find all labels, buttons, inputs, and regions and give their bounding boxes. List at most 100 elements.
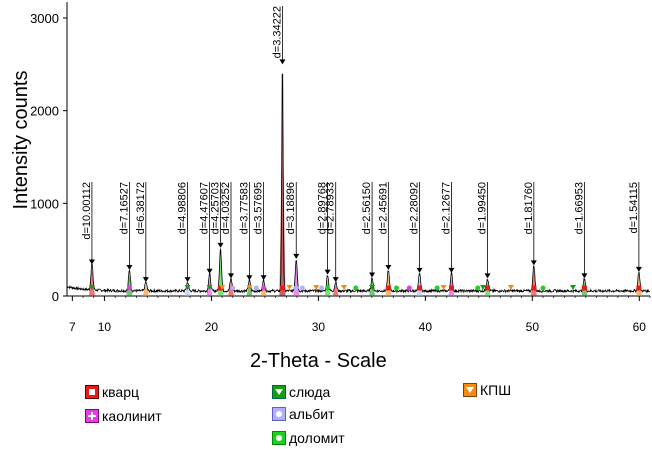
legend-item-kvarc: кварц bbox=[85, 384, 139, 400]
legend-label: каолинит bbox=[102, 408, 162, 424]
phase-circle-marker bbox=[299, 285, 305, 291]
phase-triangle-marker bbox=[480, 285, 487, 290]
phase-triangle-marker bbox=[507, 285, 514, 290]
phase-circle-marker bbox=[230, 285, 236, 291]
peak-d-label: d=4.47607 bbox=[199, 182, 211, 234]
phase-circle-marker bbox=[253, 285, 259, 291]
phase-fill bbox=[530, 270, 537, 296]
peak-d-label: d=2.78933 bbox=[325, 182, 337, 234]
legend-item-kaolinit: каолинит bbox=[85, 408, 162, 424]
phase-triangle-marker bbox=[569, 285, 576, 290]
peak-marker bbox=[206, 268, 213, 274]
phase-circle-marker bbox=[475, 285, 481, 291]
phase-triangle-marker bbox=[440, 285, 447, 290]
phase-circle-marker bbox=[261, 285, 267, 291]
circle-marker-icon bbox=[272, 431, 286, 445]
diffraction-trace bbox=[66, 73, 651, 294]
peak-d-label: d=2.89768 bbox=[317, 182, 329, 234]
phase-markers bbox=[88, 285, 642, 291]
peak-marker bbox=[142, 277, 149, 283]
peak-marker bbox=[260, 275, 267, 281]
quartz-marker bbox=[385, 285, 391, 291]
phase-circle-marker bbox=[126, 285, 132, 291]
phase-triangle-marker bbox=[246, 285, 253, 290]
peak-d-label: d=4.25703 bbox=[210, 182, 222, 234]
x-tick-label: 20 bbox=[205, 320, 219, 334]
peak-d-label: d=3.34222 bbox=[271, 6, 283, 58]
phase-circle-marker bbox=[406, 285, 412, 291]
peak-d-label: d=3.77583 bbox=[238, 182, 250, 234]
peak-marker bbox=[369, 272, 376, 278]
quartz-marker bbox=[485, 285, 491, 291]
y-axis-label: Intensity counts bbox=[10, 70, 32, 210]
quartz-marker bbox=[636, 285, 642, 291]
peak-marker bbox=[484, 273, 491, 279]
x-tick-label: 40 bbox=[419, 320, 433, 334]
phase-circle-marker bbox=[434, 285, 440, 291]
peak-marker bbox=[530, 260, 537, 266]
peak-marker bbox=[227, 273, 234, 279]
peak-d-label: d=2.12677 bbox=[440, 182, 452, 234]
phase-circle-marker bbox=[293, 285, 299, 291]
phase-circle-marker bbox=[393, 285, 399, 291]
peak-marker bbox=[385, 265, 392, 271]
peak-marker bbox=[293, 253, 300, 259]
x-tick-label: 60 bbox=[633, 320, 647, 334]
triangle-marker-icon bbox=[272, 385, 286, 399]
phase-triangle-marker bbox=[313, 285, 320, 290]
peak-marker bbox=[332, 277, 339, 283]
legend-label: кварц bbox=[102, 384, 139, 400]
phase-triangle-marker bbox=[184, 285, 191, 290]
peak-marker bbox=[581, 273, 588, 279]
peak-marker bbox=[184, 277, 191, 283]
phase-triangle-marker bbox=[219, 285, 226, 290]
peak-d-label: d=1.66953 bbox=[573, 182, 585, 234]
legend-item-kpsh: КПШ bbox=[463, 382, 511, 398]
peak-marker bbox=[324, 269, 331, 275]
peak-marker bbox=[416, 267, 423, 273]
peak-marker bbox=[126, 265, 133, 271]
x-axis-label: 2-Theta - Scale bbox=[250, 350, 387, 372]
peak-marker bbox=[88, 259, 95, 265]
quartz-marker bbox=[448, 285, 454, 291]
legend-item-albit: альбит bbox=[272, 406, 335, 422]
phase-fill bbox=[332, 284, 339, 296]
peak-d-label: d=10.00112 bbox=[81, 182, 93, 240]
phase-fill bbox=[88, 269, 95, 296]
peak-marker bbox=[635, 266, 642, 272]
peak-d-label: d=2.28092 bbox=[409, 182, 421, 234]
peak-d-label: d=3.57695 bbox=[253, 182, 265, 234]
quartz-marker bbox=[417, 285, 423, 291]
y-tick-label: 1000 bbox=[30, 196, 59, 211]
chart-frame bbox=[66, 2, 650, 297]
phase-triangle-marker bbox=[206, 285, 213, 290]
peak-d-label: d=3.18896 bbox=[285, 182, 297, 234]
y-tick-label: 2000 bbox=[30, 104, 59, 119]
y-tick-label: 3000 bbox=[30, 11, 59, 26]
plus-marker-icon bbox=[85, 409, 99, 423]
legend-label: КПШ bbox=[480, 382, 512, 398]
quartz-marker bbox=[581, 285, 587, 291]
peak-d-label: d=2.45691 bbox=[377, 182, 389, 234]
legend-item-sluda: слюда bbox=[272, 384, 330, 400]
x-tick-label: 30 bbox=[312, 320, 326, 334]
phase-circle-marker bbox=[353, 285, 359, 291]
legend-label: альбит bbox=[289, 406, 335, 422]
peak-markers: d=10.00112 d=7.16527 d=6.38172 d=4.98806 d=4… bbox=[81, 6, 642, 283]
axis-ticks: 0 1000 2000 3000 7 10 20 30 40 50 60 bbox=[30, 11, 651, 334]
phase-fill bbox=[126, 273, 133, 296]
peak-d-label: d=6.38172 bbox=[135, 182, 147, 234]
phase-fill bbox=[184, 284, 191, 296]
phase-triangle-marker bbox=[286, 285, 293, 290]
circle-marker-icon bbox=[272, 407, 286, 421]
peak-marker bbox=[246, 275, 253, 281]
peak-d-label: d=4.98806 bbox=[177, 182, 189, 234]
legend-item-dolomit: доломит bbox=[272, 430, 345, 446]
x-tick-label: 7 bbox=[69, 320, 76, 334]
phase-circle-marker bbox=[540, 285, 546, 291]
peak-d-label: d=7.16527 bbox=[118, 182, 130, 234]
peak-d-label: d=1.99450 bbox=[477, 182, 489, 234]
x-tick-label: 50 bbox=[526, 320, 540, 334]
triangle-marker-icon bbox=[463, 383, 477, 397]
quartz-marker bbox=[531, 285, 537, 291]
